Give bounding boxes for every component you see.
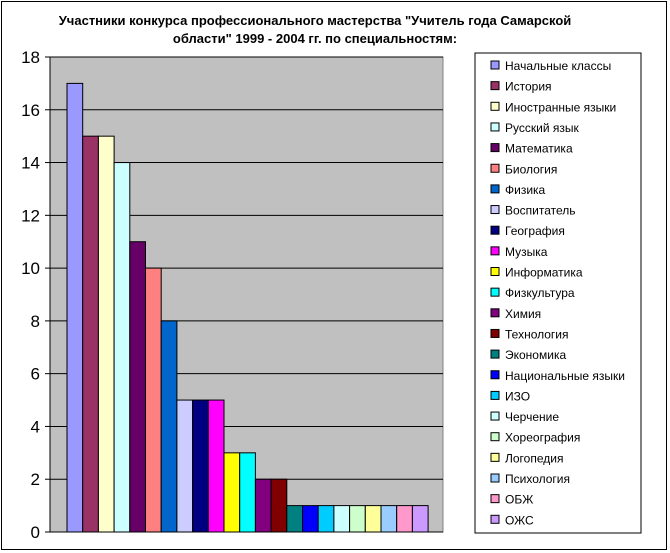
legend-swatch <box>490 432 500 442</box>
plot-area: 0 2 4 6 8 10 12 14 16 18 <box>21 48 444 542</box>
legend-label: История <box>505 80 552 94</box>
chart-title: Участники конкурса профессионального мас… <box>58 13 572 46</box>
bar <box>145 267 162 533</box>
legend-label: Начальные классы <box>505 59 611 73</box>
legend-swatch <box>490 184 500 194</box>
legend-swatch <box>490 225 500 235</box>
legend-label: Физкультура <box>505 286 575 300</box>
legend-label: Биология <box>505 162 557 176</box>
bar <box>302 505 319 533</box>
legend-label: Воспитатель <box>505 204 576 218</box>
legend-swatch <box>490 349 500 359</box>
legend-swatch <box>490 81 500 91</box>
legend-label: Музыка <box>505 245 548 259</box>
y-tick-label: 4 <box>31 417 40 436</box>
bar <box>349 505 366 533</box>
bar <box>380 505 398 533</box>
y-tick-label: 8 <box>31 312 40 331</box>
y-tick-label: 2 <box>31 470 40 489</box>
bar <box>207 399 225 533</box>
bar <box>411 505 429 533</box>
legend-swatch <box>490 390 500 400</box>
bar <box>239 452 256 533</box>
legend-swatch <box>490 514 500 524</box>
legend-label: Психология <box>505 472 570 486</box>
legend-swatch <box>490 328 500 338</box>
legend-swatch <box>490 473 500 483</box>
legend-swatch <box>490 60 500 70</box>
y-tick-label: 10 <box>21 259 40 278</box>
legend-label: География <box>505 224 565 238</box>
legend-label: Черчение <box>505 410 559 424</box>
bar <box>97 135 115 533</box>
legend-swatch <box>490 101 500 111</box>
y-tick-label: 6 <box>31 365 40 384</box>
legend-label: Информатика <box>505 266 583 280</box>
legend: Начальные классы История Иностранные языки… <box>474 52 642 534</box>
y-tick-label: 18 <box>21 48 40 67</box>
legend-label: ИЗО <box>505 389 530 403</box>
legend-swatch <box>490 122 500 132</box>
y-tick-label: 0 <box>31 523 40 542</box>
legend-swatch <box>490 267 500 276</box>
legend-label: Математика <box>505 142 573 156</box>
legend-swatch <box>490 411 500 421</box>
bar <box>364 505 382 533</box>
legend-swatch <box>490 163 500 173</box>
bar <box>223 452 241 533</box>
y-tick-label: 14 <box>21 154 40 173</box>
legend-swatch <box>490 308 500 318</box>
legend-label: Физика <box>505 183 546 197</box>
legend-label: Технология <box>505 327 569 341</box>
legend-swatch <box>490 287 500 297</box>
legend-swatch <box>490 205 500 215</box>
legend-box <box>474 52 642 534</box>
legend-label: ОБЖ <box>505 493 533 507</box>
bar <box>286 505 303 533</box>
legend-label: Национальные языки <box>505 369 625 383</box>
legend-label: Логопедия <box>505 451 563 465</box>
bar <box>113 162 131 533</box>
bar <box>129 241 147 533</box>
legend-label: Экономика <box>505 348 566 362</box>
bar <box>160 320 178 533</box>
bar <box>270 478 288 533</box>
bar <box>82 135 99 533</box>
legend-swatch <box>490 494 500 504</box>
bar <box>396 505 413 533</box>
legend-label: Иностранные языки <box>505 100 616 114</box>
legend-swatch <box>490 370 500 380</box>
legend-swatch <box>490 452 500 462</box>
bar <box>192 399 209 533</box>
legend-swatch <box>490 246 500 256</box>
bar <box>176 399 194 533</box>
bar <box>66 82 84 533</box>
bar <box>333 505 351 533</box>
legend-swatch <box>490 143 500 153</box>
legend-label: ОЖС <box>505 513 534 527</box>
legend-label: Русский язык <box>505 121 579 135</box>
y-tick-label: 12 <box>21 206 40 225</box>
bar <box>317 505 335 533</box>
legend-label: Хореография <box>505 431 580 445</box>
legend-label: Химия <box>505 307 541 321</box>
bar <box>254 478 272 533</box>
y-tick-label: 16 <box>21 101 40 120</box>
